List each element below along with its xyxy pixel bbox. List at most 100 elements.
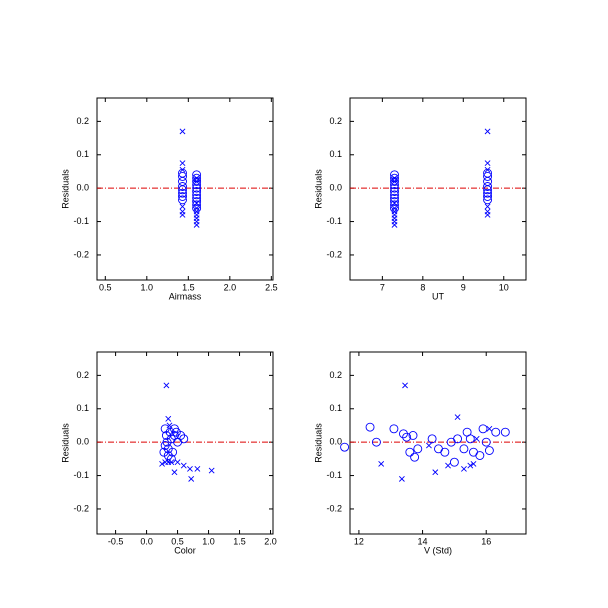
point (378, 460, 385, 467)
point (192, 180, 202, 190)
point (473, 435, 480, 442)
point (453, 434, 463, 444)
point (390, 193, 399, 203)
point (192, 187, 202, 196)
x-tick-label: 9 (461, 282, 466, 292)
point (174, 459, 181, 466)
point (390, 183, 399, 193)
plot-frame (349, 351, 527, 535)
point (390, 173, 399, 183)
x-tick-label: 14 (418, 536, 428, 546)
x-tick-label: 0.5 (99, 282, 112, 292)
y-tick-label: 0.1 (76, 403, 89, 413)
point (440, 447, 450, 457)
x-tick-label: 2.5 (265, 282, 278, 292)
point (159, 447, 169, 457)
point (426, 442, 432, 449)
point (465, 434, 475, 444)
point (159, 460, 165, 467)
point (193, 200, 200, 207)
y-tick-label: -0.2 (73, 503, 89, 513)
y-tick-label: 0.2 (329, 116, 342, 126)
point (390, 180, 399, 190)
point (192, 177, 202, 186)
y-tick-label: 0.1 (329, 149, 342, 159)
x-tick-label: 0.0 (140, 536, 153, 546)
y-tick-label: -0.1 (326, 216, 342, 226)
point (160, 441, 170, 450)
point (391, 221, 398, 228)
point (192, 170, 202, 180)
point (413, 444, 423, 454)
y-tick-label: -0.1 (73, 216, 89, 226)
y-tick-label: 0.1 (76, 149, 89, 159)
y-tick-label: 0.2 (76, 370, 89, 380)
point (391, 178, 398, 185)
point (483, 195, 493, 205)
point (484, 128, 491, 135)
point (192, 183, 202, 193)
point (390, 187, 399, 196)
x-axis-label: V (Std) (424, 545, 452, 555)
x-tick-label: 1.0 (202, 536, 215, 546)
x-tick-label: 2.0 (264, 536, 277, 546)
point (187, 465, 193, 472)
point (470, 460, 477, 467)
point (180, 462, 187, 469)
y-axis-label: Residuals (60, 423, 70, 463)
point (178, 192, 187, 201)
point (192, 190, 202, 200)
point (390, 177, 399, 186)
x-tick-label: 2.0 (224, 282, 237, 292)
point (445, 462, 451, 469)
point (192, 203, 202, 213)
y-tick-label: 0.0 (76, 183, 89, 193)
point (165, 415, 172, 422)
plot-frame (349, 97, 527, 281)
point (399, 429, 408, 439)
point (483, 172, 493, 181)
point (170, 424, 179, 434)
y-tick-label: 0.2 (76, 116, 89, 126)
point (340, 442, 350, 452)
point (390, 170, 399, 180)
point (481, 437, 491, 447)
x-tick-label: 1.5 (182, 282, 195, 292)
point (178, 185, 187, 195)
point (484, 203, 491, 210)
y-tick-label: 0.0 (329, 183, 342, 193)
point (179, 203, 186, 210)
point (192, 193, 202, 203)
y-tick-label: 0.0 (76, 437, 89, 447)
point (478, 424, 488, 434)
point (467, 462, 474, 469)
plot-frame (96, 97, 274, 281)
x-tick-label: 10 (499, 282, 509, 292)
point (194, 465, 201, 472)
point (398, 475, 405, 482)
point (179, 434, 189, 444)
point (389, 424, 399, 434)
point (176, 431, 186, 440)
point (192, 173, 202, 183)
point (365, 422, 375, 432)
point (390, 197, 399, 206)
point (178, 188, 187, 198)
point (193, 178, 200, 185)
point (491, 427, 501, 437)
y-tick-label: -0.2 (326, 503, 342, 513)
point (390, 203, 399, 213)
point (188, 475, 195, 482)
point (483, 192, 493, 201)
y-tick-label: -0.1 (326, 470, 342, 480)
point (461, 465, 467, 472)
y-tick-label: 0.0 (329, 437, 342, 447)
point (410, 452, 420, 462)
plot-frame (96, 351, 274, 535)
point (405, 447, 415, 457)
y-axis-label: Residuals (313, 423, 323, 463)
point (179, 211, 186, 218)
point (486, 425, 493, 432)
point (193, 221, 200, 228)
